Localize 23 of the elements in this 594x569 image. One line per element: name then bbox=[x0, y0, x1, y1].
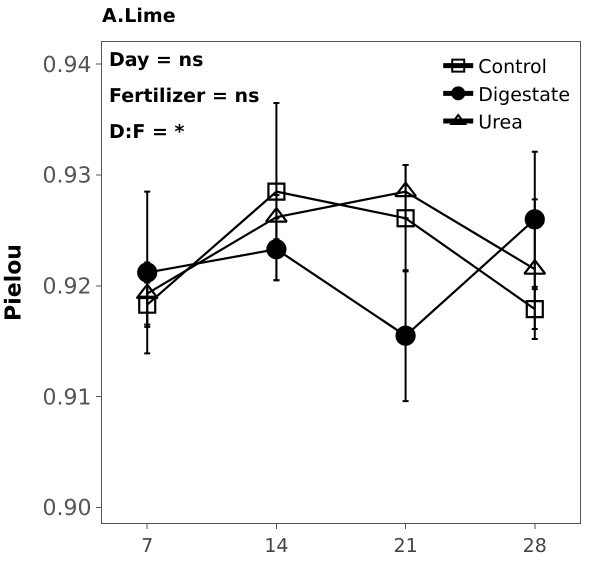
annotation: Fertilizer = ns bbox=[109, 85, 260, 107]
point bbox=[267, 182, 286, 201]
legend-label: Control bbox=[478, 56, 547, 78]
point bbox=[526, 300, 544, 318]
legend-label: Digestate bbox=[478, 84, 570, 106]
x-tick-label: 28 bbox=[522, 534, 547, 557]
point bbox=[396, 209, 415, 228]
point bbox=[396, 326, 416, 346]
annotation: Day = ns bbox=[109, 49, 204, 71]
x-tick-label: 14 bbox=[264, 534, 289, 557]
y-tick-label: 0.92 bbox=[42, 274, 92, 300]
x-tick-label: 7 bbox=[141, 534, 154, 557]
chart-title: A.Lime bbox=[102, 4, 176, 27]
annotation: D:F = * bbox=[109, 121, 184, 143]
y-tick-label: 0.93 bbox=[42, 164, 92, 189]
point bbox=[138, 296, 156, 314]
legend-label: Urea bbox=[478, 111, 523, 134]
y-tick-label: 0.94 bbox=[42, 52, 92, 78]
y-tick-label: 0.91 bbox=[42, 385, 92, 410]
x-tick-label: 21 bbox=[393, 534, 418, 557]
y-tick-label: 0.90 bbox=[42, 496, 92, 522]
y-axis-title: Pielou bbox=[1, 244, 26, 321]
point bbox=[266, 239, 287, 260]
